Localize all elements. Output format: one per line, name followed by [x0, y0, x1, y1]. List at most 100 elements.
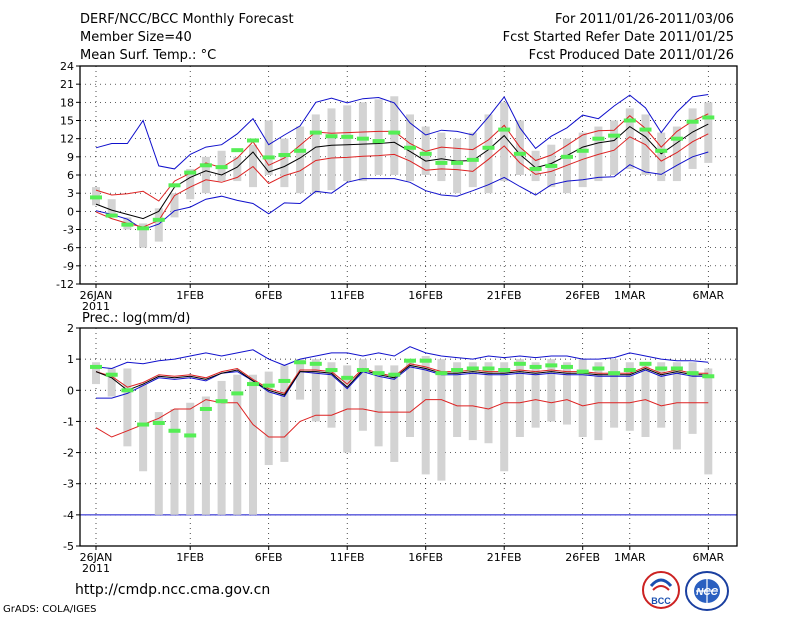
prec-median-marker: [137, 422, 150, 427]
prec-median-marker: [184, 433, 197, 438]
prec-ytick-label: 2: [67, 322, 74, 335]
temp-ytick-label: 9: [67, 151, 74, 164]
prec-mean-line: [95, 364, 709, 396]
prec-year-label: 2011: [82, 562, 110, 575]
temp-box: [625, 108, 634, 169]
temp-median-marker: [231, 148, 244, 153]
temp-median-marker: [529, 166, 542, 171]
temp-box: [233, 156, 242, 182]
bcc-logo-label: BCC: [651, 596, 671, 606]
prec-box: [327, 362, 336, 428]
temp-ytick-label: 6: [67, 169, 74, 182]
temp-ytick-label: -9: [63, 260, 74, 273]
prec-ytick-label: -5: [63, 540, 74, 553]
temp-xtick-label: 26JAN: [80, 289, 113, 302]
prec-xtick-label: 6FEB: [255, 551, 283, 564]
temp-xtick-label: 1MAR: [614, 289, 646, 302]
grads-credit: GrADS: COLA/IGES: [3, 604, 97, 615]
prec-median-marker: [670, 366, 683, 371]
temp-xtick-label: 16FEB: [408, 289, 443, 302]
temp-median-marker: [168, 183, 181, 188]
prec-box: [154, 412, 163, 515]
temp-box: [484, 114, 493, 194]
prec-box: [657, 362, 666, 428]
prec-box: [688, 362, 697, 434]
prec-box: [437, 359, 446, 481]
temp-xtick-label: 6FEB: [255, 289, 283, 302]
prec-box: [264, 371, 273, 466]
prec-box: [358, 359, 367, 431]
prec-median-marker: [199, 406, 212, 411]
temp-median-marker: [278, 153, 291, 158]
temp-box: [201, 156, 210, 194]
temp-ytick-label: -3: [63, 224, 74, 237]
temp-median-marker: [215, 165, 228, 170]
prec-xtick-label: 1FEB: [176, 551, 204, 564]
prec-ytick-label: -1: [63, 415, 74, 428]
prec-outer-high-line: [95, 346, 709, 370]
prec-box: [594, 362, 603, 441]
temp-box: [657, 132, 666, 182]
prec-median-marker: [529, 364, 542, 369]
temp-median-marker: [262, 155, 275, 160]
temp-median-marker: [608, 133, 621, 138]
temp-box: [421, 126, 430, 175]
prec-box: [311, 359, 320, 422]
prec-box: [453, 362, 462, 437]
temp-outer-high-line: [95, 94, 709, 170]
temp-median-marker: [356, 136, 369, 141]
prec-xtick-label: 1MAR: [614, 551, 646, 564]
prec-box: [563, 362, 571, 425]
prec-median-marker: [121, 388, 134, 393]
prec-inner-low-line: [95, 399, 709, 438]
temp-median-marker: [545, 163, 558, 168]
prec-median-marker: [309, 361, 322, 366]
prec-median-marker: [561, 364, 573, 369]
temp-median-marker: [639, 127, 652, 132]
temp-ytick-label: -6: [63, 242, 74, 255]
prec-box: [547, 359, 556, 422]
prec-median-marker: [513, 361, 526, 366]
temp-ytick-label: 21: [60, 78, 74, 91]
prec-box: [672, 362, 681, 450]
source-url[interactable]: http://cmdp.ncc.cma.gov.cn: [75, 582, 271, 598]
bcc-logo-icon: BCC: [642, 571, 680, 609]
prec-ytick-label: 0: [67, 384, 74, 397]
temp-box: [327, 108, 336, 191]
prec-median-marker: [168, 428, 181, 433]
temp-ytick-label: 15: [60, 115, 74, 128]
prec-median-marker: [341, 375, 354, 380]
temp-frame: [79, 65, 738, 285]
prec-frame: [79, 327, 738, 547]
temp-mean-line: [95, 123, 709, 220]
temp-ytick-label: 24: [60, 60, 74, 73]
temp-median-marker: [623, 118, 636, 123]
prec-panel: -5 -4 -3 -2 -1 0 1 2 26JAN 1FEB 6FEB 11FEB 16FEB 21FE…: [63, 311, 738, 575]
temp-xtick-label: 26FEB: [565, 289, 600, 302]
prec-box: [374, 365, 383, 447]
temp-median-marker: [466, 157, 479, 162]
prec-box: [217, 380, 226, 515]
prec-median-marker: [451, 368, 464, 373]
temp-median-marker: [686, 119, 699, 124]
prec-median-marker: [498, 368, 511, 373]
prec-ytick-label: -3: [63, 478, 74, 491]
prec-xtick-label: 26FEB: [565, 551, 600, 564]
temp-median-marker: [325, 134, 338, 139]
temp-median-marker: [655, 148, 668, 153]
temp-box: [688, 108, 697, 169]
temp-xtick-label: 6MAR: [692, 289, 724, 302]
temp-median-marker: [90, 195, 102, 200]
prec-box: [704, 368, 713, 475]
temp-xtick-label: 21FEB: [487, 289, 522, 302]
prec-outer-low-line: [96, 366, 709, 399]
prec-box: [610, 359, 619, 428]
temp-ytick-label: -12: [56, 278, 74, 291]
temp-box: [563, 138, 571, 194]
temp-panel: -12 -9 -6 -3 0 3 6 9 12 15 18 21 24 26JAN 1FEB 6FEB 11FE…: [56, 60, 738, 313]
temp-box: [453, 138, 462, 194]
prec-box: [186, 402, 195, 515]
temp-median-marker: [404, 145, 416, 150]
prec-median-marker: [623, 368, 636, 373]
